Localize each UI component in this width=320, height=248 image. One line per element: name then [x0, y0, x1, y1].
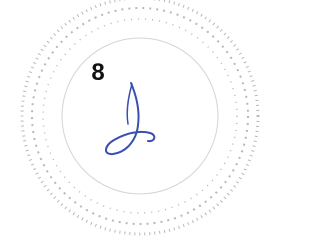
stamp-ring — [22, 0, 258, 234]
inner-text-ring — [43, 19, 237, 213]
stamp-page: 8 — [0, 0, 264, 248]
outer-ring — [22, 0, 258, 234]
inner-ring — [62, 38, 218, 194]
page-number: 8 — [91, 59, 104, 86]
middle-ring — [32, 8, 248, 224]
signature-stroke — [127, 84, 132, 124]
